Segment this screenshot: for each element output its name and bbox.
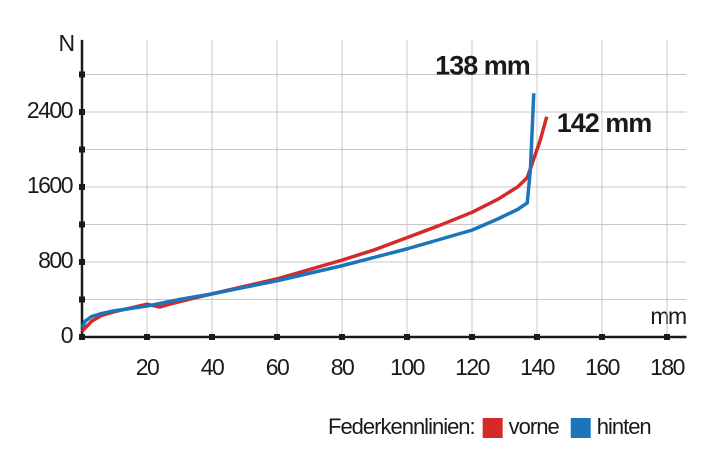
y-tick-label: 1600 [27,172,73,198]
legend-swatch [570,418,591,438]
x-tick-label: 160 [585,354,620,380]
legend-title: Federkennlinien: [328,414,475,439]
x-tick-label: 80 [331,354,354,380]
x-tick-label: 20 [136,354,159,380]
annotation: 142 mm [557,108,652,138]
x-tick-label: 140 [520,354,555,380]
annotation: 138 mm [435,50,530,80]
legend-label: vorne [509,414,560,439]
y-tick-label: 800 [38,247,73,273]
x-tick-label: 60 [266,354,289,380]
x-tick-label: 120 [455,354,490,380]
y-tick-label: 0 [61,322,73,348]
legend-label: hinten [597,414,651,439]
x-tick-label: 100 [390,354,425,380]
legend-swatch [482,418,503,438]
x-tick-label: 180 [650,354,685,380]
x-axis-label: mm [650,303,686,329]
x-tick-label: 40 [201,354,224,380]
y-tick-label: 2400 [27,97,73,123]
data-line [80,93,536,329]
y-axis-label: N [58,30,73,56]
